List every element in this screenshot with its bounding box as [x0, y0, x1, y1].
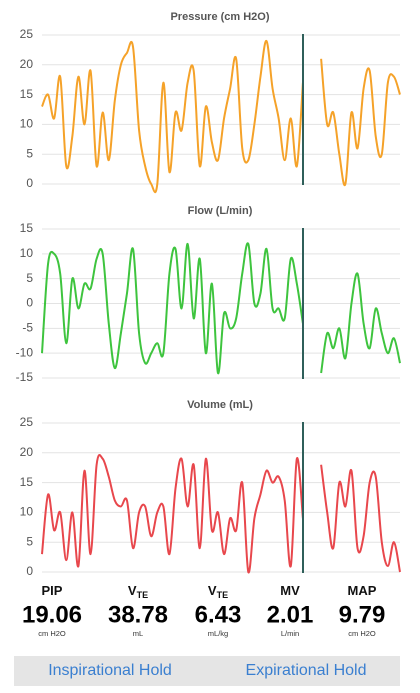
y-tick-label: 10 [20, 246, 34, 260]
readout-unit: mL/kg [208, 629, 228, 638]
readout-value: 2.01 [267, 601, 314, 628]
data-line [320, 272, 401, 374]
chart-title: Pressure (cm H2O) [170, 11, 269, 23]
readout-label-text: V [208, 583, 217, 598]
readout-unit: cm H2O [348, 629, 376, 638]
y-tick-label: 15 [20, 475, 34, 489]
readout-label-text: MV [280, 583, 300, 598]
chart-title: Volume (mL) [187, 399, 253, 411]
y-tick-label: 0 [26, 564, 33, 578]
data-line [320, 58, 401, 187]
y-tick-label: 15 [20, 87, 34, 101]
readout-label: PIP [42, 583, 63, 598]
y-tick-label: 10 [20, 117, 34, 131]
y-tick-label: -15 [16, 370, 34, 384]
readout-unit: L/min [281, 629, 299, 638]
y-tick-label: 0 [26, 296, 33, 310]
y-tick-label: 25 [20, 27, 34, 41]
readout-value: 9.79 [339, 601, 386, 628]
y-tick-label: 5 [26, 534, 33, 548]
y-tick-label: -10 [16, 345, 34, 359]
data-line [41, 242, 304, 375]
data-line [320, 464, 401, 573]
hold-button[interactable]: Inspirational Hold [48, 662, 172, 679]
readout-label-text: V [128, 583, 137, 598]
y-tick-label: -5 [22, 321, 33, 335]
readout-value: 38.78 [108, 601, 168, 628]
data-line [41, 454, 304, 574]
readout-label: VTE [208, 583, 228, 600]
readout-label-sub: TE [217, 590, 229, 600]
readout-label-sub: TE [137, 590, 149, 600]
chart-title: Flow (L/min) [188, 205, 253, 217]
readout-label: MV [280, 583, 300, 598]
readout-label: MAP [348, 583, 377, 598]
y-tick-label: 20 [20, 445, 34, 459]
readout-value: 6.43 [195, 601, 242, 628]
readout-unit: cm H2O [38, 629, 66, 638]
y-tick-label: 25 [20, 415, 34, 429]
y-tick-label: 15 [20, 221, 34, 235]
readout-unit: mL [133, 629, 143, 638]
hold-button[interactable]: Expirational Hold [246, 662, 367, 679]
y-tick-label: 20 [20, 57, 34, 71]
readout-label-text: PIP [42, 583, 63, 598]
readout-label-text: MAP [348, 583, 377, 598]
readout-label: VTE [128, 583, 148, 600]
data-line [41, 39, 304, 194]
readout-value: 19.06 [22, 601, 82, 628]
y-tick-label: 5 [26, 271, 33, 285]
y-tick-label: 0 [26, 176, 33, 190]
y-tick-label: 10 [20, 505, 34, 519]
y-tick-label: 5 [26, 146, 33, 160]
button-bar [14, 656, 400, 686]
